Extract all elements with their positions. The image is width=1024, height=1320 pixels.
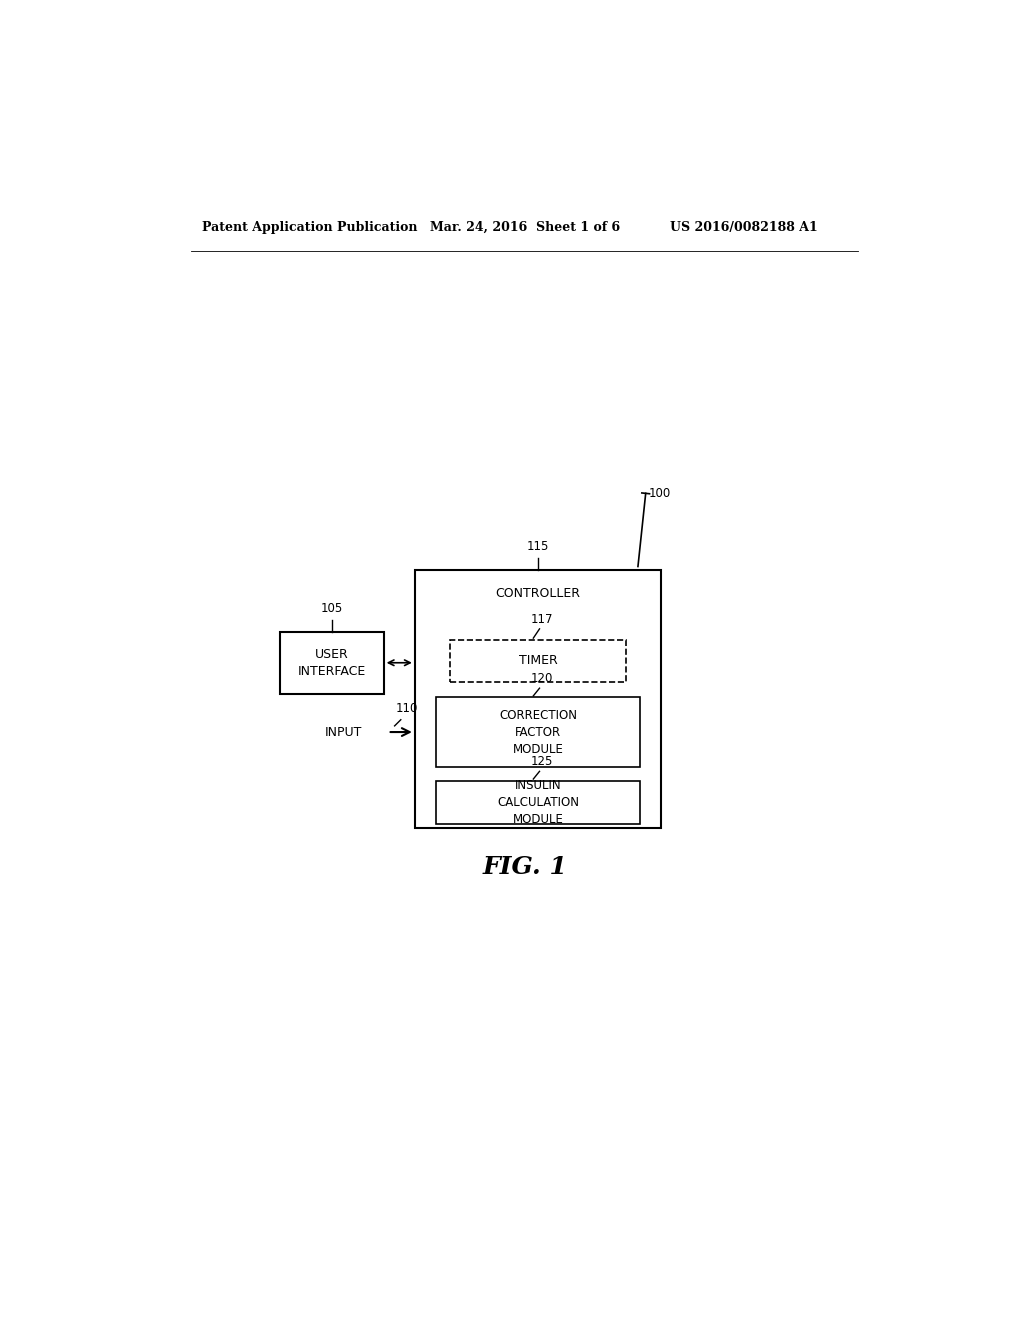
Text: CONTROLLER: CONTROLLER xyxy=(496,587,581,601)
Text: 105: 105 xyxy=(321,602,343,615)
Text: 120: 120 xyxy=(530,672,553,685)
Text: 125: 125 xyxy=(530,755,553,768)
Text: 100: 100 xyxy=(649,487,671,500)
Text: 115: 115 xyxy=(526,540,549,553)
Bar xyxy=(450,640,627,682)
Bar xyxy=(436,780,640,825)
Text: US 2016/0082188 A1: US 2016/0082188 A1 xyxy=(671,222,818,234)
Bar xyxy=(415,570,662,829)
Text: 110: 110 xyxy=(396,702,418,715)
Text: INPUT: INPUT xyxy=(325,726,362,739)
Text: Patent Application Publication: Patent Application Publication xyxy=(202,222,417,234)
Text: USER
INTERFACE: USER INTERFACE xyxy=(298,648,366,677)
Bar xyxy=(436,697,640,767)
Bar xyxy=(280,632,384,693)
Text: FIG. 1: FIG. 1 xyxy=(482,855,567,879)
Text: 117: 117 xyxy=(530,612,553,626)
Text: CORRECTION
FACTOR
MODULE: CORRECTION FACTOR MODULE xyxy=(499,709,577,755)
Text: INSULIN
CALCULATION
MODULE: INSULIN CALCULATION MODULE xyxy=(497,779,579,826)
Text: TIMER: TIMER xyxy=(518,655,557,668)
Text: Mar. 24, 2016  Sheet 1 of 6: Mar. 24, 2016 Sheet 1 of 6 xyxy=(430,222,621,234)
